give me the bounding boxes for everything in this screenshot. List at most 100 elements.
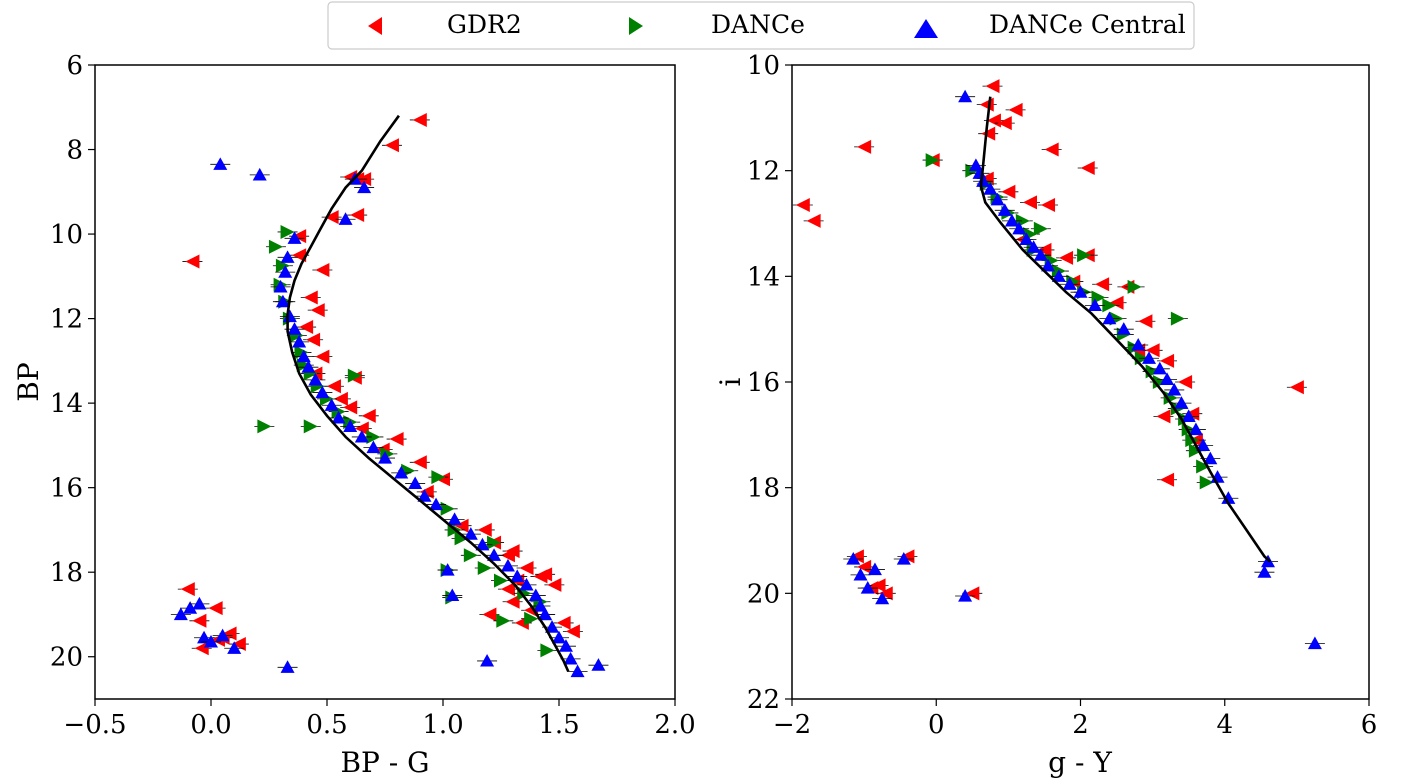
left-dance-central-point — [280, 250, 295, 263]
right-dance-central-point — [1012, 221, 1027, 235]
right-dance-point — [1188, 443, 1203, 458]
left-gdr2-point — [482, 607, 497, 622]
left-gdr2-point — [299, 320, 314, 335]
right-gdr2-point — [1037, 242, 1052, 257]
left-dance-central-point — [197, 630, 212, 644]
right-gdr2-point — [900, 549, 915, 564]
right-gdr2-point — [1059, 250, 1074, 265]
legend-marker-gdr2-icon — [368, 17, 382, 35]
left-x-tick-label: 2.0 — [654, 710, 695, 740]
right-dance-central-point — [1196, 438, 1211, 451]
right-gdr2-point — [979, 97, 994, 112]
left-gdr2-point — [231, 637, 246, 652]
left-dance-point — [268, 239, 283, 254]
left-dance-central-point — [357, 180, 372, 194]
left-dance-central-point — [487, 548, 502, 561]
right-gdr2-point — [1185, 406, 1200, 421]
left-chart-panel: −0.5 0.0 0.5 1.0 1.5 2.0 6 8 10 12 14 16 18 20 BP - G… — [12, 51, 696, 779]
left-dance-point — [496, 613, 511, 628]
left-gdr2-point — [180, 582, 195, 597]
left-dance-central-point — [315, 385, 330, 399]
left-dance-central-point — [570, 664, 585, 678]
left-chart-marks — [170, 112, 609, 678]
left-dance-central-point — [440, 563, 455, 576]
left-y-tick-label: 14 — [50, 389, 83, 419]
left-dance-central-point — [173, 607, 188, 621]
right-gdr2-point — [1095, 277, 1110, 292]
right-dance-central-point — [1181, 409, 1196, 422]
right-dance-point — [1199, 475, 1214, 490]
left-dance-central-point — [591, 658, 606, 671]
left-x-tick-label: 1.0 — [422, 710, 463, 740]
left-gdr2-point — [547, 577, 562, 592]
left-dance-central-point — [447, 512, 462, 525]
left-dance-central-point — [338, 212, 353, 225]
left-isochrone-line — [286, 114, 570, 673]
left-gdr2-point — [354, 421, 369, 436]
right-gdr2-point — [849, 549, 864, 564]
right-x-tick-label: 4 — [1216, 710, 1233, 740]
left-x-axis-label: BP - G — [340, 746, 429, 779]
right-gdr2-point — [965, 586, 980, 601]
right-dance-point — [1077, 248, 1092, 263]
right-gdr2-point — [1156, 409, 1171, 424]
right-y-tick-label: 16 — [747, 368, 780, 398]
left-dance-central-point — [273, 279, 288, 293]
left-dance-central-point — [280, 660, 295, 673]
left-gdr2-point — [343, 400, 358, 415]
left-dance-central-point — [354, 429, 369, 443]
left-dance-central-point — [215, 628, 230, 642]
left-x-tick-label: −0.5 — [63, 710, 126, 740]
legend-marker-dance-central-icon — [914, 19, 938, 38]
left-dance-central-point — [463, 527, 478, 540]
right-dance-point — [1196, 459, 1211, 474]
left-gdr2-point — [565, 624, 580, 639]
right-chart-panel: −2 0 2 4 6 10 12 14 16 18 20 22 g - Y i — [714, 51, 1377, 779]
right-dance-central-point — [875, 591, 890, 605]
right-gdr2-point — [1109, 295, 1124, 310]
right-y-tick-label: 18 — [747, 474, 780, 504]
left-dance-point — [275, 258, 290, 273]
left-dance-point — [463, 548, 478, 563]
left-dance-point — [477, 560, 492, 575]
right-dance-central-point — [1257, 565, 1272, 578]
left-dance-central-point — [378, 451, 392, 464]
right-dance-central-point — [1116, 322, 1131, 335]
right-chart-marks — [792, 79, 1325, 650]
right-gdr2-point — [857, 559, 872, 574]
left-dance-point — [303, 419, 318, 434]
left-gdr2-point — [505, 594, 520, 609]
right-dance-central-point — [1174, 396, 1189, 409]
right-gdr2-point — [857, 139, 872, 154]
left-gdr2-point — [389, 432, 404, 447]
right-dance-central-point — [1062, 277, 1077, 290]
left-y-tick-label: 8 — [66, 136, 83, 166]
legend-label-dance-central: DANCe Central — [989, 10, 1186, 39]
right-dance-central-point — [1102, 311, 1117, 325]
left-dance-point — [494, 573, 508, 588]
left-dance-central-point — [366, 440, 381, 454]
left-gdr2-point — [326, 379, 341, 394]
left-gdr2-point — [500, 582, 515, 597]
left-dance-central-point — [192, 596, 207, 610]
left-x-tick-label: 0.0 — [190, 710, 231, 740]
left-chart-ticks: −0.5 0.0 0.5 1.0 1.5 2.0 6 8 10 12 14 16 18 20 — [50, 51, 696, 740]
left-dance-central-point — [227, 641, 242, 654]
left-y-axis-label: BP — [12, 362, 45, 401]
left-gdr2-point — [556, 615, 571, 630]
right-chart-ticks: −2 0 2 4 6 10 12 14 16 18 20 22 — [747, 51, 1377, 740]
left-gdr2-point — [350, 208, 365, 223]
right-dance-central-point — [990, 192, 1005, 206]
left-dance-point — [454, 531, 469, 546]
left-dance-central-point — [510, 569, 525, 583]
left-dance-central-point — [204, 634, 218, 648]
left-gdr2-point — [361, 408, 376, 423]
left-gdr2-point — [185, 254, 200, 269]
left-dance-point — [347, 368, 362, 383]
left-dance-central-point — [475, 537, 490, 551]
left-gdr2-point — [384, 138, 399, 153]
right-dance-central-point — [867, 562, 882, 576]
right-dance-central-point — [1307, 636, 1322, 650]
right-dance-central-point — [1087, 298, 1102, 311]
left-gdr2-point — [436, 472, 450, 487]
